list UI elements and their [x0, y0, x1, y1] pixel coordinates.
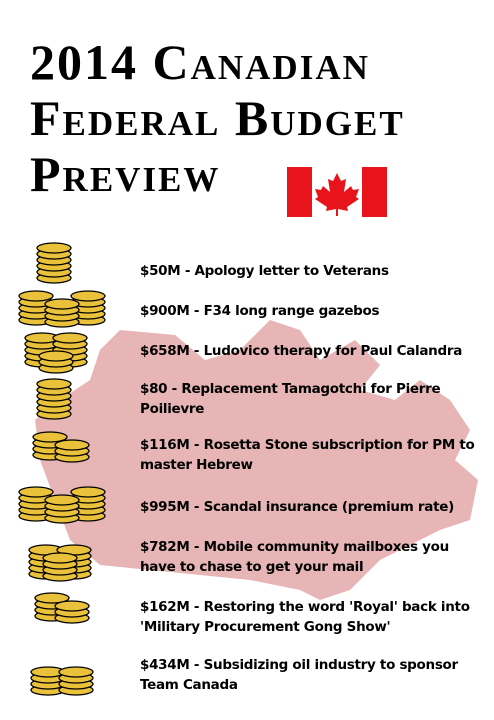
coin: [54, 600, 90, 612]
budget-item: $80 - Replacement Tamagotchi for Pierre …: [140, 381, 441, 417]
coin: [70, 486, 106, 498]
canada-flag: [287, 167, 387, 217]
coin: [38, 350, 74, 362]
coin: [54, 439, 90, 451]
coin: [58, 666, 94, 678]
coin: [42, 552, 78, 564]
coin: [52, 332, 88, 344]
budget-item: $162M - Restoring the word 'Royal' back …: [140, 599, 470, 635]
coin: [36, 242, 72, 254]
budget-item: $782M - Mobile community mailboxes you h…: [140, 539, 449, 575]
coin: [18, 290, 54, 302]
budget-item: $658M - Ludovico therapy for Paul Caland…: [140, 343, 463, 359]
coin: [44, 494, 80, 506]
coin: [34, 592, 70, 604]
coin-stacks: [18, 242, 106, 696]
title-line: Preview: [30, 146, 221, 202]
budget-item: $434M - Subsidizing oil industry to spon…: [140, 657, 458, 693]
coin: [44, 298, 80, 310]
coin: [32, 431, 68, 443]
canada-map: [35, 320, 478, 600]
coin: [36, 378, 72, 390]
coin: [70, 290, 106, 302]
budget-item: $50M - Apology letter to Veterans: [140, 263, 389, 279]
title-line: 2014 Canadian: [30, 34, 370, 90]
budget-item: $900M - F34 long range gazebos: [140, 303, 380, 319]
coin: [18, 486, 54, 498]
budget-item: $116M - Rosetta Stone subscription for P…: [140, 437, 475, 473]
budget-item: $995M - Scandal insurance (premium rate): [140, 499, 454, 515]
title-line: Federal Budget: [30, 90, 405, 146]
